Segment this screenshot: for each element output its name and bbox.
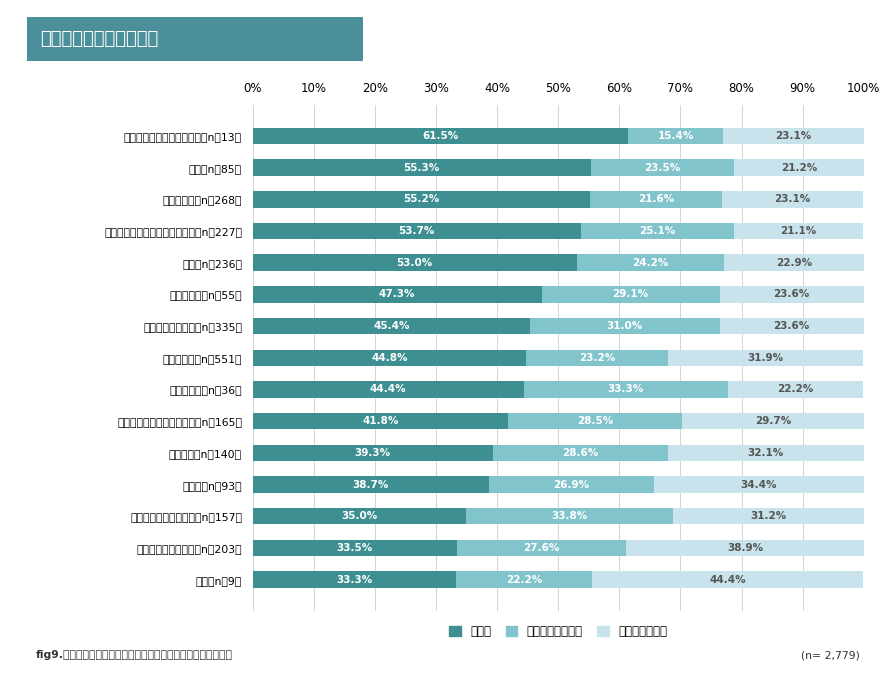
Text: 23.6%: 23.6% [773,321,810,331]
Text: 31.2%: 31.2% [750,511,787,521]
Text: 21.2%: 21.2% [781,163,817,173]
Bar [456,571,592,588]
Text: 33.3%: 33.3% [336,574,372,585]
Bar [524,381,727,398]
Bar [253,540,457,556]
Bar [626,540,864,556]
Text: 53.0%: 53.0% [396,258,432,268]
Text: 53.7%: 53.7% [399,226,435,236]
Text: 22.9%: 22.9% [776,258,812,268]
Bar [673,508,864,524]
Text: 23.2%: 23.2% [579,353,616,362]
Bar [722,191,863,207]
Text: 33.8%: 33.8% [552,511,588,521]
Bar [253,159,591,176]
Bar [253,318,530,334]
Bar [253,128,628,144]
Text: 21.6%: 21.6% [638,194,674,205]
Text: 31.0%: 31.0% [607,321,643,331]
Bar [719,318,864,334]
Bar [253,508,466,524]
Text: 47.3%: 47.3% [379,290,416,299]
Text: 15.4%: 15.4% [657,131,694,141]
Text: (n= 2,779): (n= 2,779) [801,650,859,660]
Text: 23.1%: 23.1% [774,194,811,205]
Text: 33.3%: 33.3% [608,385,644,394]
Bar [253,381,524,398]
Text: 21.1%: 21.1% [781,226,817,236]
Bar [530,318,719,334]
Bar [591,159,734,176]
Text: 34.4%: 34.4% [741,479,777,489]
Bar [725,254,865,271]
Text: 31.9%: 31.9% [748,353,784,362]
Bar [577,254,725,271]
Text: 61.5%: 61.5% [423,131,459,141]
Bar [723,128,864,144]
Legend: 固定席, グループアドレス, フリーアドレス: 固定席, グループアドレス, フリーアドレス [445,620,672,643]
Bar [727,381,863,398]
Text: 44.4%: 44.4% [709,574,746,585]
Text: 44.4%: 44.4% [370,385,407,394]
Bar [734,159,864,176]
Bar [253,191,590,207]
Bar [253,223,581,239]
Text: 55.3%: 55.3% [403,163,439,173]
Bar [590,191,722,207]
Text: 今後望む座席の運用方法: 今後望む座席の運用方法 [40,30,159,48]
Text: 29.7%: 29.7% [755,416,791,426]
Bar [682,413,864,429]
Text: fig9.コロナ禍後に適切だと思うオフィスの座席運用（職種別）: fig9.コロナ禍後に適切だと思うオフィスの座席運用（職種別） [35,650,232,660]
Bar [734,223,863,239]
Text: 55.2%: 55.2% [403,194,439,205]
Bar [668,445,864,461]
Bar [253,571,456,588]
Bar [457,540,626,556]
Bar [719,286,864,302]
Text: 45.4%: 45.4% [373,321,409,331]
Text: 38.7%: 38.7% [353,479,389,489]
Text: 28.6%: 28.6% [562,448,598,458]
Bar [253,350,526,366]
Text: 28.5%: 28.5% [577,416,613,426]
Text: 27.6%: 27.6% [524,543,560,553]
Text: 39.3%: 39.3% [354,448,391,458]
Bar [592,571,863,588]
Text: 41.8%: 41.8% [362,416,399,426]
Text: 35.0%: 35.0% [341,511,377,521]
Bar [526,350,668,366]
Text: 22.2%: 22.2% [777,385,813,394]
Bar [253,445,493,461]
Text: 24.2%: 24.2% [633,258,669,268]
Bar [493,445,668,461]
Bar [541,286,719,302]
Text: 44.8%: 44.8% [371,353,408,362]
Text: 25.1%: 25.1% [640,226,676,236]
Bar [654,477,864,493]
Bar [489,477,654,493]
Bar [628,128,723,144]
Bar [253,477,489,493]
Text: 22.2%: 22.2% [506,574,542,585]
Bar [253,413,508,429]
Bar [253,286,541,302]
Text: 32.1%: 32.1% [748,448,784,458]
Bar [508,413,682,429]
Text: 38.9%: 38.9% [727,543,763,553]
Bar [253,254,577,271]
Text: 23.1%: 23.1% [775,131,812,141]
Text: 29.1%: 29.1% [612,290,649,299]
Text: 26.9%: 26.9% [553,479,589,489]
Bar [668,350,863,366]
Bar [466,508,673,524]
Text: 23.5%: 23.5% [644,163,680,173]
Text: 33.5%: 33.5% [337,543,373,553]
Bar [581,223,734,239]
Text: 23.6%: 23.6% [773,290,810,299]
